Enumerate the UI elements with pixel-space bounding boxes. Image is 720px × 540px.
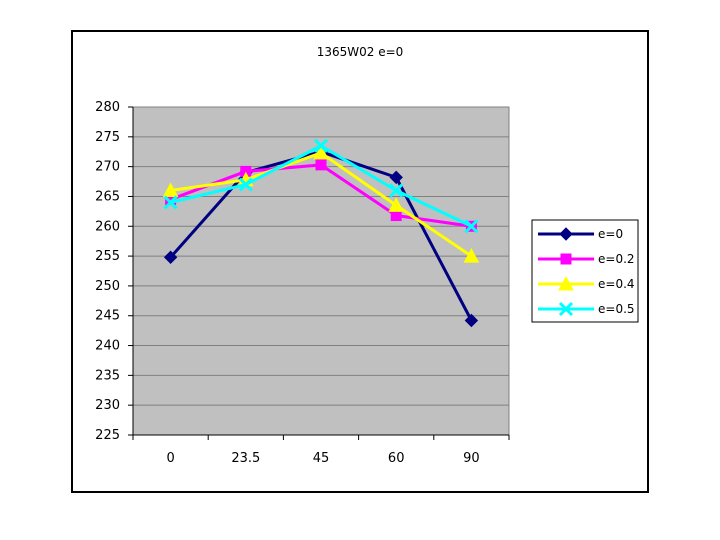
data-point-e-0-5 bbox=[389, 183, 404, 198]
legend-label: e=0 bbox=[598, 227, 623, 241]
y-tick-label: 280 bbox=[95, 100, 120, 115]
gridlines bbox=[133, 106, 509, 406]
legend-item-e-0-2: e=0.2 bbox=[538, 252, 635, 266]
legend-item-e-0-5: e=0.5 bbox=[538, 301, 635, 317]
y-tick-label: 270 bbox=[95, 160, 120, 175]
y-tick-label: 275 bbox=[95, 130, 120, 145]
x-tick-label: 90 bbox=[463, 451, 480, 466]
y-tick-label: 255 bbox=[95, 249, 120, 264]
legend-box bbox=[531, 219, 639, 323]
data-point-e-0-5 bbox=[238, 177, 253, 192]
data-point-e-0-4 bbox=[463, 248, 480, 263]
legend: e=0 e=0.2 e=0.4 e=0.5 bbox=[531, 219, 639, 323]
series-e-0-5 bbox=[163, 138, 479, 234]
data-point-e-0 bbox=[464, 313, 479, 328]
data-point-e-0-4 bbox=[313, 144, 329, 160]
chart-title: 1365W02 e=0 bbox=[317, 45, 404, 59]
x-tick-label: 45 bbox=[313, 451, 330, 466]
y-tick-label: 260 bbox=[95, 219, 120, 234]
legend-swatch-marker bbox=[559, 227, 573, 241]
data-point-e-0 bbox=[163, 250, 178, 264]
legend-item-e-0-4: e=0.4 bbox=[538, 275, 635, 291]
axes: 225 230 235 240 245 250 255 260 265 270 275 280 0 23.… bbox=[95, 100, 510, 466]
x-tick-label: 60 bbox=[388, 451, 405, 466]
data-point-e-0-5 bbox=[163, 195, 178, 210]
legend-item-e-0: e=0 bbox=[538, 227, 623, 241]
series-group bbox=[162, 138, 480, 328]
y-tick-label: 235 bbox=[95, 368, 120, 383]
y-tick-label: 245 bbox=[95, 309, 120, 324]
y-tick-label: 240 bbox=[95, 339, 120, 354]
y-tick-label: 225 bbox=[95, 428, 120, 443]
y-tick-label: 250 bbox=[95, 279, 120, 294]
y-tick-label: 230 bbox=[95, 398, 120, 413]
x-tick-label: 0 bbox=[166, 451, 174, 466]
data-point-e-0-4 bbox=[162, 182, 179, 197]
legend-swatch-marker bbox=[558, 275, 574, 291]
y-tick-label: 265 bbox=[95, 189, 120, 204]
data-point-e-0-5 bbox=[464, 219, 479, 234]
data-point-e-0-2 bbox=[315, 159, 327, 171]
legend-label: e=0.2 bbox=[598, 252, 635, 266]
data-point-e-0-2 bbox=[390, 210, 402, 222]
legend-label: e=0.5 bbox=[598, 302, 635, 316]
data-point-e-0-5 bbox=[313, 138, 329, 153]
data-point-e-0 bbox=[389, 170, 403, 185]
legend-swatch-marker bbox=[560, 253, 572, 265]
legend-swatch-marker bbox=[558, 301, 574, 317]
legend-label: e=0.4 bbox=[598, 277, 635, 291]
x-tick-label: 23.5 bbox=[231, 451, 260, 466]
data-point-e-0-4 bbox=[388, 197, 405, 212]
